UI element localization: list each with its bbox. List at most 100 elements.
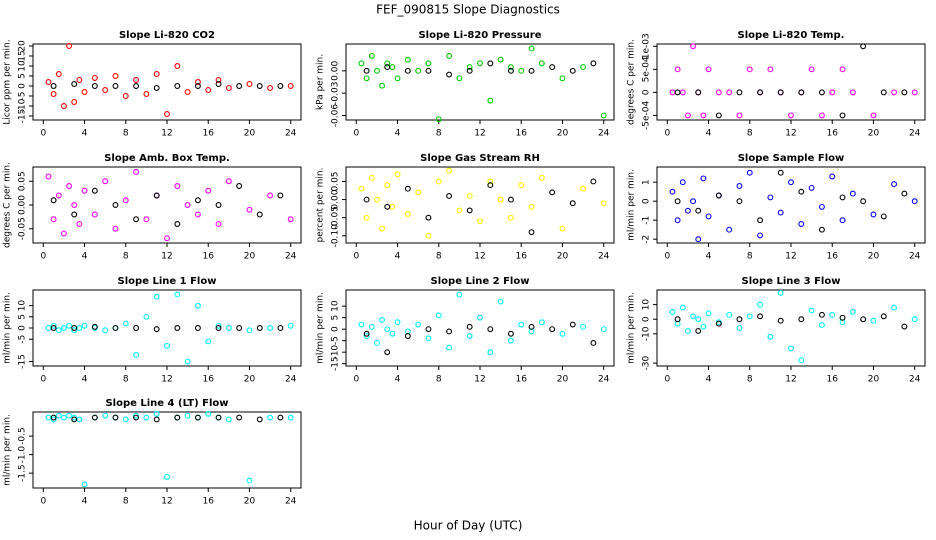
x-tick-label: 16 — [203, 252, 215, 262]
x-tick-label: 24 — [285, 252, 297, 262]
point — [112, 202, 119, 208]
point — [528, 45, 535, 52]
x-tick-label: 4 — [82, 252, 88, 262]
y-tick-label: 10 — [18, 300, 28, 312]
point — [91, 211, 98, 218]
plot-frame — [32, 166, 302, 244]
point — [669, 308, 676, 315]
point — [122, 93, 129, 99]
point — [507, 64, 514, 71]
point — [246, 81, 253, 87]
y-axis-label: ml/min per min. — [3, 292, 13, 364]
point — [695, 316, 702, 323]
point — [225, 416, 232, 423]
point — [389, 330, 396, 337]
point — [112, 325, 119, 331]
point — [911, 89, 918, 96]
point — [487, 97, 494, 104]
point — [549, 326, 556, 333]
point — [143, 313, 150, 320]
point — [122, 320, 129, 327]
point — [674, 89, 681, 96]
point — [133, 414, 140, 421]
point — [194, 211, 201, 218]
point — [839, 112, 846, 119]
y-axis-label: kPa per min. — [316, 54, 326, 110]
x-tick-label: 24 — [285, 129, 297, 139]
point — [122, 416, 129, 423]
point — [507, 330, 514, 337]
point — [715, 192, 722, 199]
point — [215, 81, 222, 87]
point — [66, 412, 73, 419]
point — [788, 179, 794, 186]
point — [76, 416, 83, 423]
point — [45, 79, 52, 85]
point — [153, 410, 160, 417]
x-tick-label: 0 — [40, 375, 46, 385]
x-tick-label: 0 — [664, 375, 670, 385]
point — [674, 198, 681, 205]
point — [112, 83, 119, 89]
point — [76, 77, 83, 83]
x-tick-label: 12 — [785, 129, 796, 139]
x-tick-label: 20 — [868, 252, 880, 262]
x-tick-label: 20 — [868, 375, 880, 385]
point — [164, 473, 170, 480]
point — [256, 416, 263, 423]
x-tick-label: 8 — [436, 375, 442, 385]
point — [477, 314, 483, 321]
x-tick-label: 16 — [516, 129, 528, 139]
point — [256, 83, 263, 89]
point — [384, 182, 391, 189]
point — [818, 112, 825, 119]
point — [184, 358, 191, 365]
point — [860, 43, 867, 50]
y-tick-label: 0 — [642, 89, 652, 95]
point — [911, 316, 918, 323]
point — [849, 190, 856, 197]
point — [736, 325, 743, 331]
panel-title: Slope Amb. Box Temp. — [104, 153, 230, 164]
x-tick-label: 24 — [909, 129, 921, 139]
y-tick-label: 15 — [18, 50, 28, 61]
point — [287, 322, 294, 329]
point — [736, 198, 743, 205]
point — [415, 321, 422, 328]
point — [71, 81, 78, 87]
point — [777, 89, 784, 96]
y-axis-label: degrees C per min. — [3, 162, 13, 248]
point — [277, 83, 284, 89]
point — [559, 330, 566, 337]
point — [71, 325, 78, 331]
point — [695, 207, 702, 214]
point — [829, 311, 836, 318]
point — [690, 313, 697, 320]
point — [55, 327, 62, 334]
point — [507, 337, 514, 344]
point — [277, 192, 284, 199]
y-tick-label: -5 — [18, 92, 28, 101]
panel-title: Slope Li-820 Temp. — [738, 30, 845, 41]
x-tick-label: 8 — [123, 497, 129, 507]
point — [446, 328, 453, 335]
point — [839, 217, 846, 224]
point — [404, 67, 411, 74]
point — [580, 64, 587, 71]
point — [102, 327, 109, 334]
point — [798, 188, 805, 195]
point — [736, 89, 743, 96]
x-tick-label: 24 — [909, 375, 921, 385]
point — [363, 67, 370, 74]
x-tick-label: 20 — [244, 375, 256, 385]
point — [66, 43, 73, 49]
point — [818, 322, 825, 329]
point — [215, 414, 222, 421]
point — [76, 325, 83, 331]
point — [66, 322, 73, 329]
point — [901, 190, 908, 197]
y-tick-label: -15 — [18, 109, 28, 124]
point — [194, 414, 201, 421]
x-tick-label: 16 — [827, 129, 839, 139]
point — [164, 235, 170, 242]
